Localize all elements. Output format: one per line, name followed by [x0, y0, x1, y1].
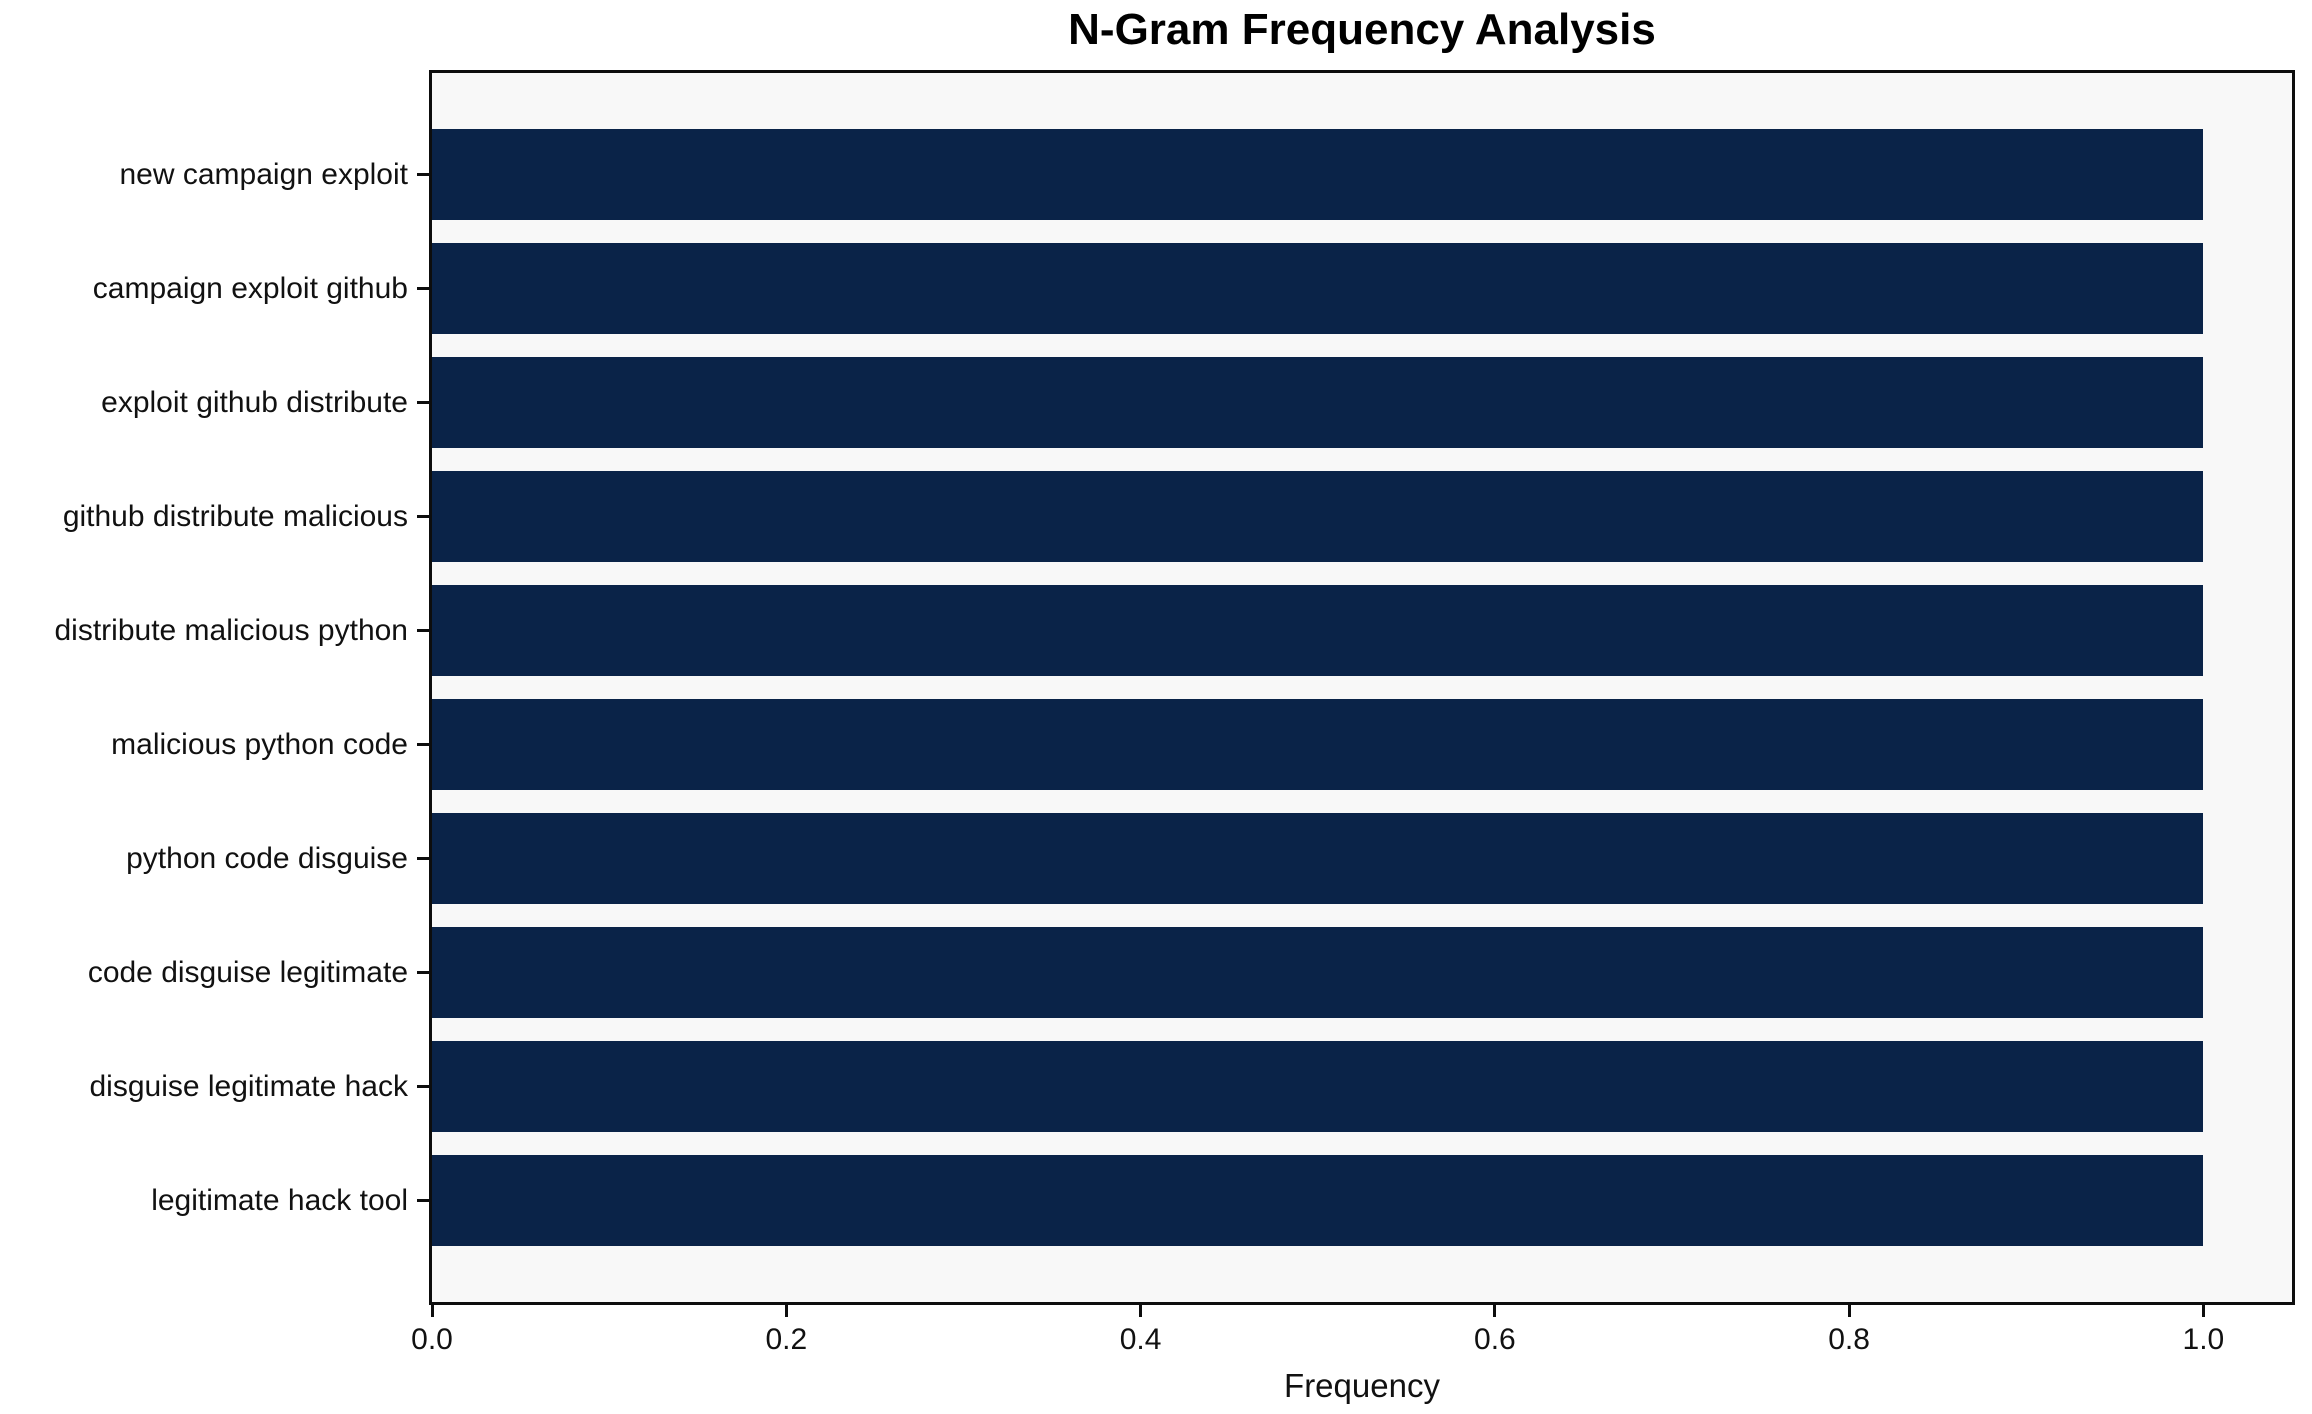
- x-tick-mark: [1493, 1305, 1497, 1317]
- y-tick-mark: [417, 401, 429, 404]
- bar: [432, 698, 2204, 791]
- y-tick-mark: [417, 515, 429, 518]
- bar: [432, 584, 2204, 677]
- bar: [432, 470, 2204, 563]
- y-tick-label: campaign exploit github: [92, 271, 408, 305]
- bar: [432, 242, 2204, 335]
- bar: [432, 356, 2204, 449]
- x-tick-mark: [430, 1305, 434, 1317]
- x-axis-title: Frequency: [1284, 1367, 1440, 1404]
- y-tick-label: malicious python code: [111, 727, 408, 761]
- chart-title: N-Gram Frequency Analysis: [1068, 5, 1656, 54]
- bar: [432, 812, 2204, 905]
- bar: [432, 128, 2204, 221]
- x-tick-label: 0.6: [1474, 1323, 1516, 1356]
- x-tick-label: 0.8: [1828, 1323, 1870, 1356]
- y-tick-label: python code disguise: [126, 841, 408, 875]
- x-tick-label: 0.4: [1119, 1323, 1162, 1356]
- y-tick-mark: [417, 1199, 429, 1202]
- bar: [432, 1040, 2204, 1133]
- x-tick-mark: [1139, 1305, 1143, 1317]
- y-tick-label: disguise legitimate hack: [89, 1069, 408, 1103]
- bar: [432, 1154, 2204, 1247]
- y-tick-label: legitimate hack tool: [151, 1183, 408, 1217]
- y-tick-mark: [417, 629, 429, 632]
- y-tick-label: exploit github distribute: [101, 385, 408, 419]
- y-tick-mark: [417, 173, 429, 176]
- y-tick-label: code disguise legitimate: [87, 955, 408, 989]
- y-tick-mark: [417, 287, 429, 290]
- y-tick-mark: [417, 743, 429, 746]
- x-tick-mark: [1847, 1305, 1851, 1317]
- x-tick-label: 0.0: [411, 1323, 453, 1356]
- y-tick-mark: [417, 857, 429, 860]
- x-tick-mark: [2201, 1305, 2205, 1317]
- x-tick-label: 0.2: [765, 1323, 808, 1356]
- y-tick-label: new campaign exploit: [119, 157, 408, 191]
- bar: [432, 926, 2204, 1019]
- x-tick-mark: [784, 1305, 788, 1317]
- y-tick-mark: [417, 971, 429, 974]
- y-tick-label: github distribute malicious: [62, 499, 408, 533]
- x-tick-label: 1.0: [2182, 1323, 2225, 1356]
- y-tick-mark: [417, 1085, 429, 1088]
- y-tick-label: distribute malicious python: [54, 613, 408, 647]
